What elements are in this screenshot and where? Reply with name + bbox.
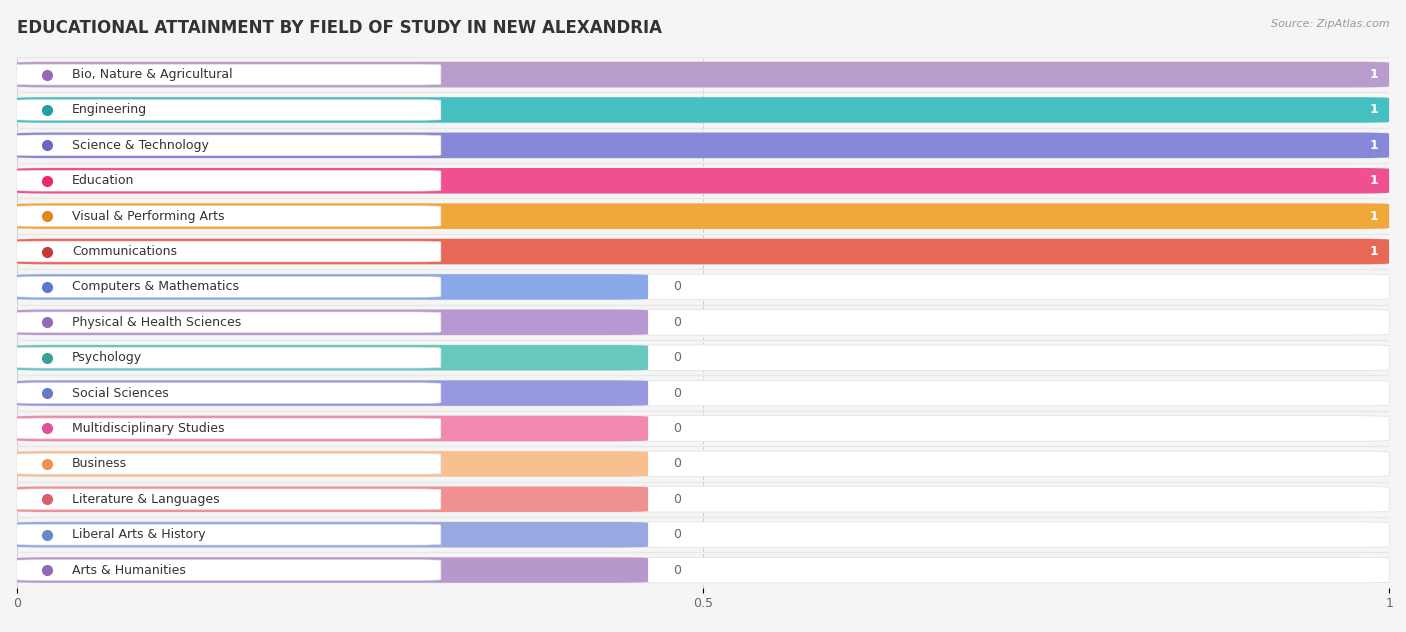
FancyBboxPatch shape — [17, 168, 1389, 193]
FancyBboxPatch shape — [17, 487, 1389, 512]
Text: Communications: Communications — [72, 245, 177, 258]
Text: 1: 1 — [1369, 245, 1378, 258]
Text: Bio, Nature & Agricultural: Bio, Nature & Agricultural — [72, 68, 232, 81]
FancyBboxPatch shape — [17, 204, 1389, 229]
FancyBboxPatch shape — [17, 487, 648, 512]
Text: 0: 0 — [673, 458, 681, 470]
FancyBboxPatch shape — [17, 62, 1389, 87]
Text: Visual & Performing Arts: Visual & Performing Arts — [72, 210, 225, 222]
FancyBboxPatch shape — [17, 133, 1389, 158]
Text: 0: 0 — [673, 351, 681, 364]
FancyBboxPatch shape — [17, 310, 1389, 335]
Text: EDUCATIONAL ATTAINMENT BY FIELD OF STUDY IN NEW ALEXANDRIA: EDUCATIONAL ATTAINMENT BY FIELD OF STUDY… — [17, 19, 662, 37]
FancyBboxPatch shape — [17, 380, 1389, 406]
FancyBboxPatch shape — [17, 557, 1389, 583]
FancyBboxPatch shape — [17, 416, 648, 441]
FancyBboxPatch shape — [17, 97, 1389, 123]
Text: Source: ZipAtlas.com: Source: ZipAtlas.com — [1271, 19, 1389, 29]
FancyBboxPatch shape — [15, 312, 441, 332]
FancyBboxPatch shape — [15, 348, 441, 368]
Text: 1: 1 — [1369, 210, 1378, 222]
Text: Science & Technology: Science & Technology — [72, 139, 208, 152]
Text: 0: 0 — [673, 316, 681, 329]
Text: 1: 1 — [1369, 139, 1378, 152]
Text: Psychology: Psychology — [72, 351, 142, 364]
Text: Computers & Mathematics: Computers & Mathematics — [72, 281, 239, 293]
FancyBboxPatch shape — [17, 239, 1389, 264]
FancyBboxPatch shape — [17, 274, 1389, 300]
Text: Social Sciences: Social Sciences — [72, 387, 169, 399]
Text: 1: 1 — [1369, 104, 1378, 116]
FancyBboxPatch shape — [17, 133, 1389, 158]
FancyBboxPatch shape — [17, 239, 1389, 264]
FancyBboxPatch shape — [15, 560, 441, 580]
Text: 0: 0 — [673, 528, 681, 541]
Text: 0: 0 — [673, 281, 681, 293]
FancyBboxPatch shape — [17, 557, 648, 583]
Text: 0: 0 — [673, 422, 681, 435]
FancyBboxPatch shape — [17, 451, 648, 477]
FancyBboxPatch shape — [15, 525, 441, 545]
FancyBboxPatch shape — [15, 171, 441, 191]
FancyBboxPatch shape — [17, 62, 1389, 87]
FancyBboxPatch shape — [17, 274, 648, 300]
FancyBboxPatch shape — [15, 489, 441, 509]
Text: 1: 1 — [1369, 68, 1378, 81]
Text: Business: Business — [72, 458, 127, 470]
FancyBboxPatch shape — [17, 522, 1389, 547]
FancyBboxPatch shape — [15, 135, 441, 155]
Text: 0: 0 — [673, 564, 681, 576]
Text: 1: 1 — [1369, 174, 1378, 187]
FancyBboxPatch shape — [17, 204, 1389, 229]
FancyBboxPatch shape — [17, 97, 1389, 123]
FancyBboxPatch shape — [17, 345, 1389, 370]
FancyBboxPatch shape — [17, 345, 648, 370]
FancyBboxPatch shape — [15, 241, 441, 262]
Text: Engineering: Engineering — [72, 104, 146, 116]
FancyBboxPatch shape — [15, 454, 441, 474]
FancyBboxPatch shape — [15, 418, 441, 439]
FancyBboxPatch shape — [15, 100, 441, 120]
FancyBboxPatch shape — [17, 522, 648, 547]
Text: 0: 0 — [673, 493, 681, 506]
FancyBboxPatch shape — [17, 310, 648, 335]
FancyBboxPatch shape — [15, 206, 441, 226]
FancyBboxPatch shape — [17, 380, 648, 406]
Text: Physical & Health Sciences: Physical & Health Sciences — [72, 316, 240, 329]
FancyBboxPatch shape — [15, 383, 441, 403]
FancyBboxPatch shape — [15, 64, 441, 85]
FancyBboxPatch shape — [15, 277, 441, 297]
FancyBboxPatch shape — [17, 451, 1389, 477]
Text: Liberal Arts & History: Liberal Arts & History — [72, 528, 205, 541]
FancyBboxPatch shape — [17, 416, 1389, 441]
Text: Education: Education — [72, 174, 134, 187]
Text: 0: 0 — [673, 387, 681, 399]
FancyBboxPatch shape — [17, 168, 1389, 193]
Text: Arts & Humanities: Arts & Humanities — [72, 564, 186, 576]
Text: Multidisciplinary Studies: Multidisciplinary Studies — [72, 422, 225, 435]
Text: Literature & Languages: Literature & Languages — [72, 493, 219, 506]
